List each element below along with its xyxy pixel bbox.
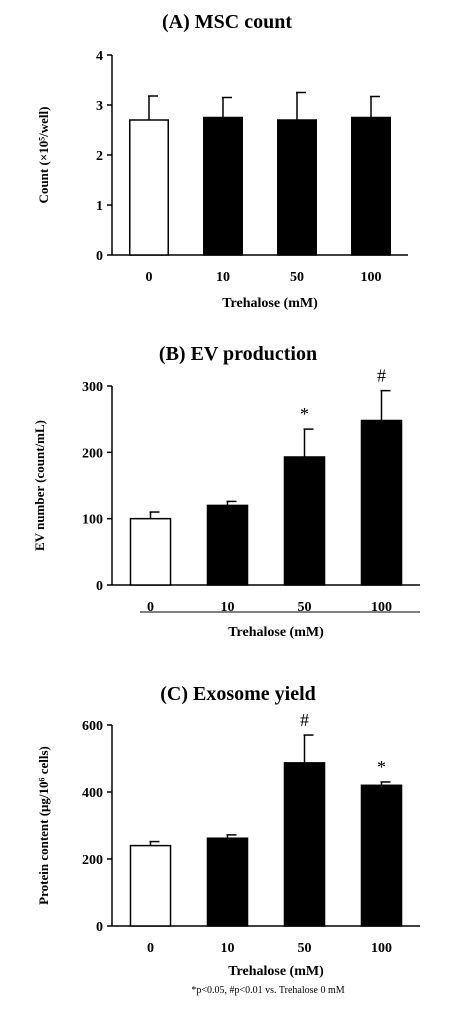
panel-a-bar-100 [351, 116, 391, 256]
panel-b-bar-10 [206, 504, 249, 586]
panel-c-y-label: Protein content (μg/10⁶ cells) [36, 746, 51, 905]
panel-c-title: (C) Exosome yield [160, 683, 316, 705]
panel-a-y-tick-label: 1 [96, 199, 103, 214]
panel-c-bar-0 [129, 844, 172, 927]
panel-b-x-tick-label-50: 50 [298, 600, 312, 615]
panel-b-x-tick-label-100: 100 [371, 600, 392, 615]
panel-b-significance-100: # [377, 366, 386, 386]
panel-c-y-tick-label: 400 [82, 786, 103, 801]
panel-b-y-tick-label: 300 [82, 380, 103, 395]
panel-a-y-tick-label: 0 [96, 249, 103, 264]
panel-b-y-label: EV number (count/mL) [32, 420, 47, 551]
panel-c-significance-50: # [300, 710, 309, 730]
panel-b-y-tick-label: 100 [82, 513, 103, 528]
panel-a-title: (A) MSC count [162, 11, 292, 33]
panel-c-x-tick-label-10: 10 [221, 941, 235, 956]
panel-c-significance-100: * [377, 757, 386, 777]
panel-b-x-label: Trehalose (mM) [228, 625, 324, 640]
panel-b-bar-0 [129, 517, 172, 586]
panel-a-x-tick-label-100: 100 [361, 270, 382, 285]
panel-a-bar-50 [277, 119, 317, 256]
panel-b-significance-50: * [300, 404, 309, 424]
panel-a-y-tick-label: 2 [96, 149, 103, 164]
panel-c-y-tick-label: 200 [82, 853, 103, 868]
panel-b-y-tick-label: 200 [82, 446, 103, 461]
panel-a-y-tick-label: 3 [96, 99, 103, 114]
panel-b-x-tick-label-0: 0 [147, 600, 154, 615]
panel-b-y-tick-label: 0 [96, 579, 103, 594]
panel-a-x-label: Trehalose (mM) [222, 296, 318, 311]
footnote: *p<0.05, #p<0.01 vs. Trehalose 0 mM [191, 985, 344, 996]
panel-b-x-tick-label-10: 10 [221, 600, 235, 615]
panel-c-x-label: Trehalose (mM) [228, 964, 324, 979]
panel-a-y-tick-label: 4 [96, 49, 103, 64]
panel-c-bar-100 [360, 784, 403, 927]
panel-c-bar-50 [283, 762, 326, 927]
panel-a-x-tick-label-50: 50 [290, 270, 304, 285]
panel-c-y-tick-label: 600 [82, 719, 103, 734]
panel-c-bar-10 [206, 837, 249, 927]
panel-c-x-tick-label-0: 0 [147, 941, 154, 956]
panel-a-y-label: Count (×10⁵/well) [36, 107, 51, 204]
panel-c-y-tick-label: 0 [96, 920, 103, 935]
panel-b-bar-100 [360, 419, 403, 586]
panel-a-bar-0 [129, 119, 169, 256]
panel-a-bar-10 [203, 116, 243, 256]
panel-c-x-tick-label-50: 50 [298, 941, 312, 956]
panel-a-x-tick-label-10: 10 [216, 270, 230, 285]
panel-a-x-tick-label-0: 0 [146, 270, 153, 285]
panel-c-x-tick-label-100: 100 [371, 941, 392, 956]
panel-b-bar-50 [283, 456, 326, 586]
panel-b-title: (B) EV production [159, 343, 317, 365]
